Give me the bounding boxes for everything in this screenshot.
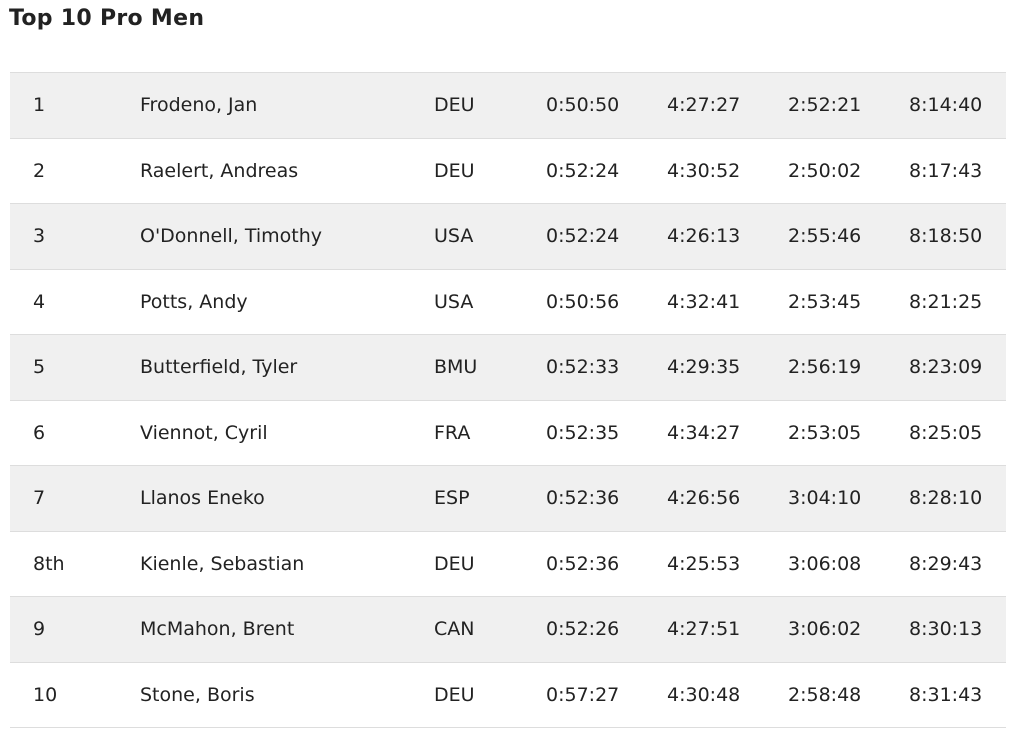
country: DEU [434, 683, 475, 706]
bike-time: 4:32:41 [667, 290, 741, 313]
total-time: 8:30:13 [909, 618, 983, 640]
bike-time: 4:29:35 [667, 356, 741, 378]
swim-time: 0:52:26 [546, 618, 620, 640]
athlete-name: Stone, Boris [140, 683, 255, 706]
run-time: 3:06:08 [788, 552, 862, 575]
country: FRA [434, 421, 471, 444]
bike-time: 4:26:13 [667, 225, 741, 247]
run-time: 2:55:46 [788, 225, 862, 247]
country: USA [434, 290, 474, 313]
rank: 9 [33, 618, 46, 640]
bike-time: 4:30:48 [667, 683, 741, 706]
athlete-name: Frodeno, Jan [140, 94, 258, 116]
table-row: 4 Potts, Andy USA 0:50:56 4:32:41 2:53:45 8:21… [10, 270, 1006, 335]
run-time: 2:50:02 [788, 159, 862, 182]
run-time: 3:06:02 [788, 618, 862, 640]
total-time: 8:18:50 [909, 225, 983, 247]
country: USA [434, 225, 474, 247]
total-time: 8:21:25 [909, 290, 983, 313]
run-time: 2:56:19 [788, 356, 862, 378]
table-row: 10 Stone, Boris DEU 0:57:27 4:30:48 2:58:48 8:… [10, 663, 1006, 728]
athlete-name: Viennot, Cyril [140, 421, 268, 444]
bike-time: 4:30:52 [667, 159, 741, 182]
table-title: Top 10 Pro Men [9, 6, 205, 31]
swim-time: 0:50:56 [546, 290, 620, 313]
run-time: 2:52:21 [788, 94, 862, 116]
table-row: 2 Raelert, Andreas DEU 0:52:24 4:30:52 2:50:0… [10, 139, 1006, 204]
bike-time: 4:34:27 [667, 421, 741, 444]
rank: 6 [33, 421, 46, 444]
table-row: 8th Kienle, Sebastian DEU 0:52:36 4:25:53 3:0… [10, 532, 1006, 597]
table-row: 6 Viennot, Cyril FRA 0:52:35 4:34:27 2:53:05 8… [10, 401, 1006, 466]
bike-time: 4:27:27 [667, 94, 741, 116]
swim-time: 0:52:36 [546, 552, 620, 575]
run-time: 2:58:48 [788, 683, 862, 706]
country: DEU [434, 159, 475, 182]
rank: 2 [33, 159, 46, 182]
run-time: 3:04:10 [788, 487, 862, 509]
swim-time: 0:57:27 [546, 683, 620, 706]
results-table: 1 Frodeno, Jan DEU 0:50:50 4:27:27 2:52:21 8:1… [10, 72, 1006, 728]
rank: 10 [33, 683, 58, 706]
total-time: 8:28:10 [909, 487, 983, 509]
rank: 8th [33, 552, 65, 575]
athlete-name: O'Donnell, Timothy [140, 225, 323, 247]
total-time: 8:14:40 [909, 94, 983, 116]
country: ESP [434, 487, 470, 509]
athlete-name: Llanos Eneko [140, 487, 265, 509]
table-row: 3 O'Donnell, Timothy USA 0:52:24 4:26:13 2:55… [10, 204, 1006, 270]
country: DEU [434, 552, 475, 575]
rank: 7 [33, 487, 46, 509]
athlete-name: Potts, Andy [140, 290, 248, 313]
bike-time: 4:27:51 [667, 618, 741, 640]
athlete-name: Butterfield, Tyler [140, 356, 298, 378]
table-row: 1 Frodeno, Jan DEU 0:50:50 4:27:27 2:52:21 8:1… [10, 73, 1006, 139]
swim-time: 0:52:36 [546, 487, 620, 509]
athlete-name: Raelert, Andreas [140, 159, 299, 182]
table-row: 5 Butterfield, Tyler BMU 0:52:33 4:29:35 2:56… [10, 335, 1006, 401]
swim-time: 0:52:24 [546, 159, 620, 182]
table-row: 9 McMahon, Brent CAN 0:52:26 4:27:51 3:06:02 8… [10, 597, 1006, 663]
run-time: 2:53:05 [788, 421, 862, 444]
rank: 3 [33, 225, 46, 247]
swim-time: 0:52:35 [546, 421, 620, 444]
run-time: 2:53:45 [788, 290, 862, 313]
total-time: 8:17:43 [909, 159, 983, 182]
total-time: 8:31:43 [909, 683, 983, 706]
country: CAN [434, 618, 475, 640]
athlete-name: Kienle, Sebastian [140, 552, 305, 575]
bike-time: 4:26:56 [667, 487, 741, 509]
total-time: 8:25:05 [909, 421, 983, 444]
bike-time: 4:25:53 [667, 552, 741, 575]
rank: 5 [33, 356, 46, 378]
swim-time: 0:52:33 [546, 356, 620, 378]
swim-time: 0:50:50 [546, 94, 620, 116]
total-time: 8:23:09 [909, 356, 983, 378]
total-time: 8:29:43 [909, 552, 983, 575]
country: DEU [434, 94, 475, 116]
athlete-name: McMahon, Brent [140, 618, 295, 640]
country: BMU [434, 356, 478, 378]
rank: 1 [33, 94, 46, 116]
swim-time: 0:52:24 [546, 225, 620, 247]
rank: 4 [33, 290, 46, 313]
table-row: 7 Llanos Eneko ESP 0:52:36 4:26:56 3:04:10 8:2… [10, 466, 1006, 532]
